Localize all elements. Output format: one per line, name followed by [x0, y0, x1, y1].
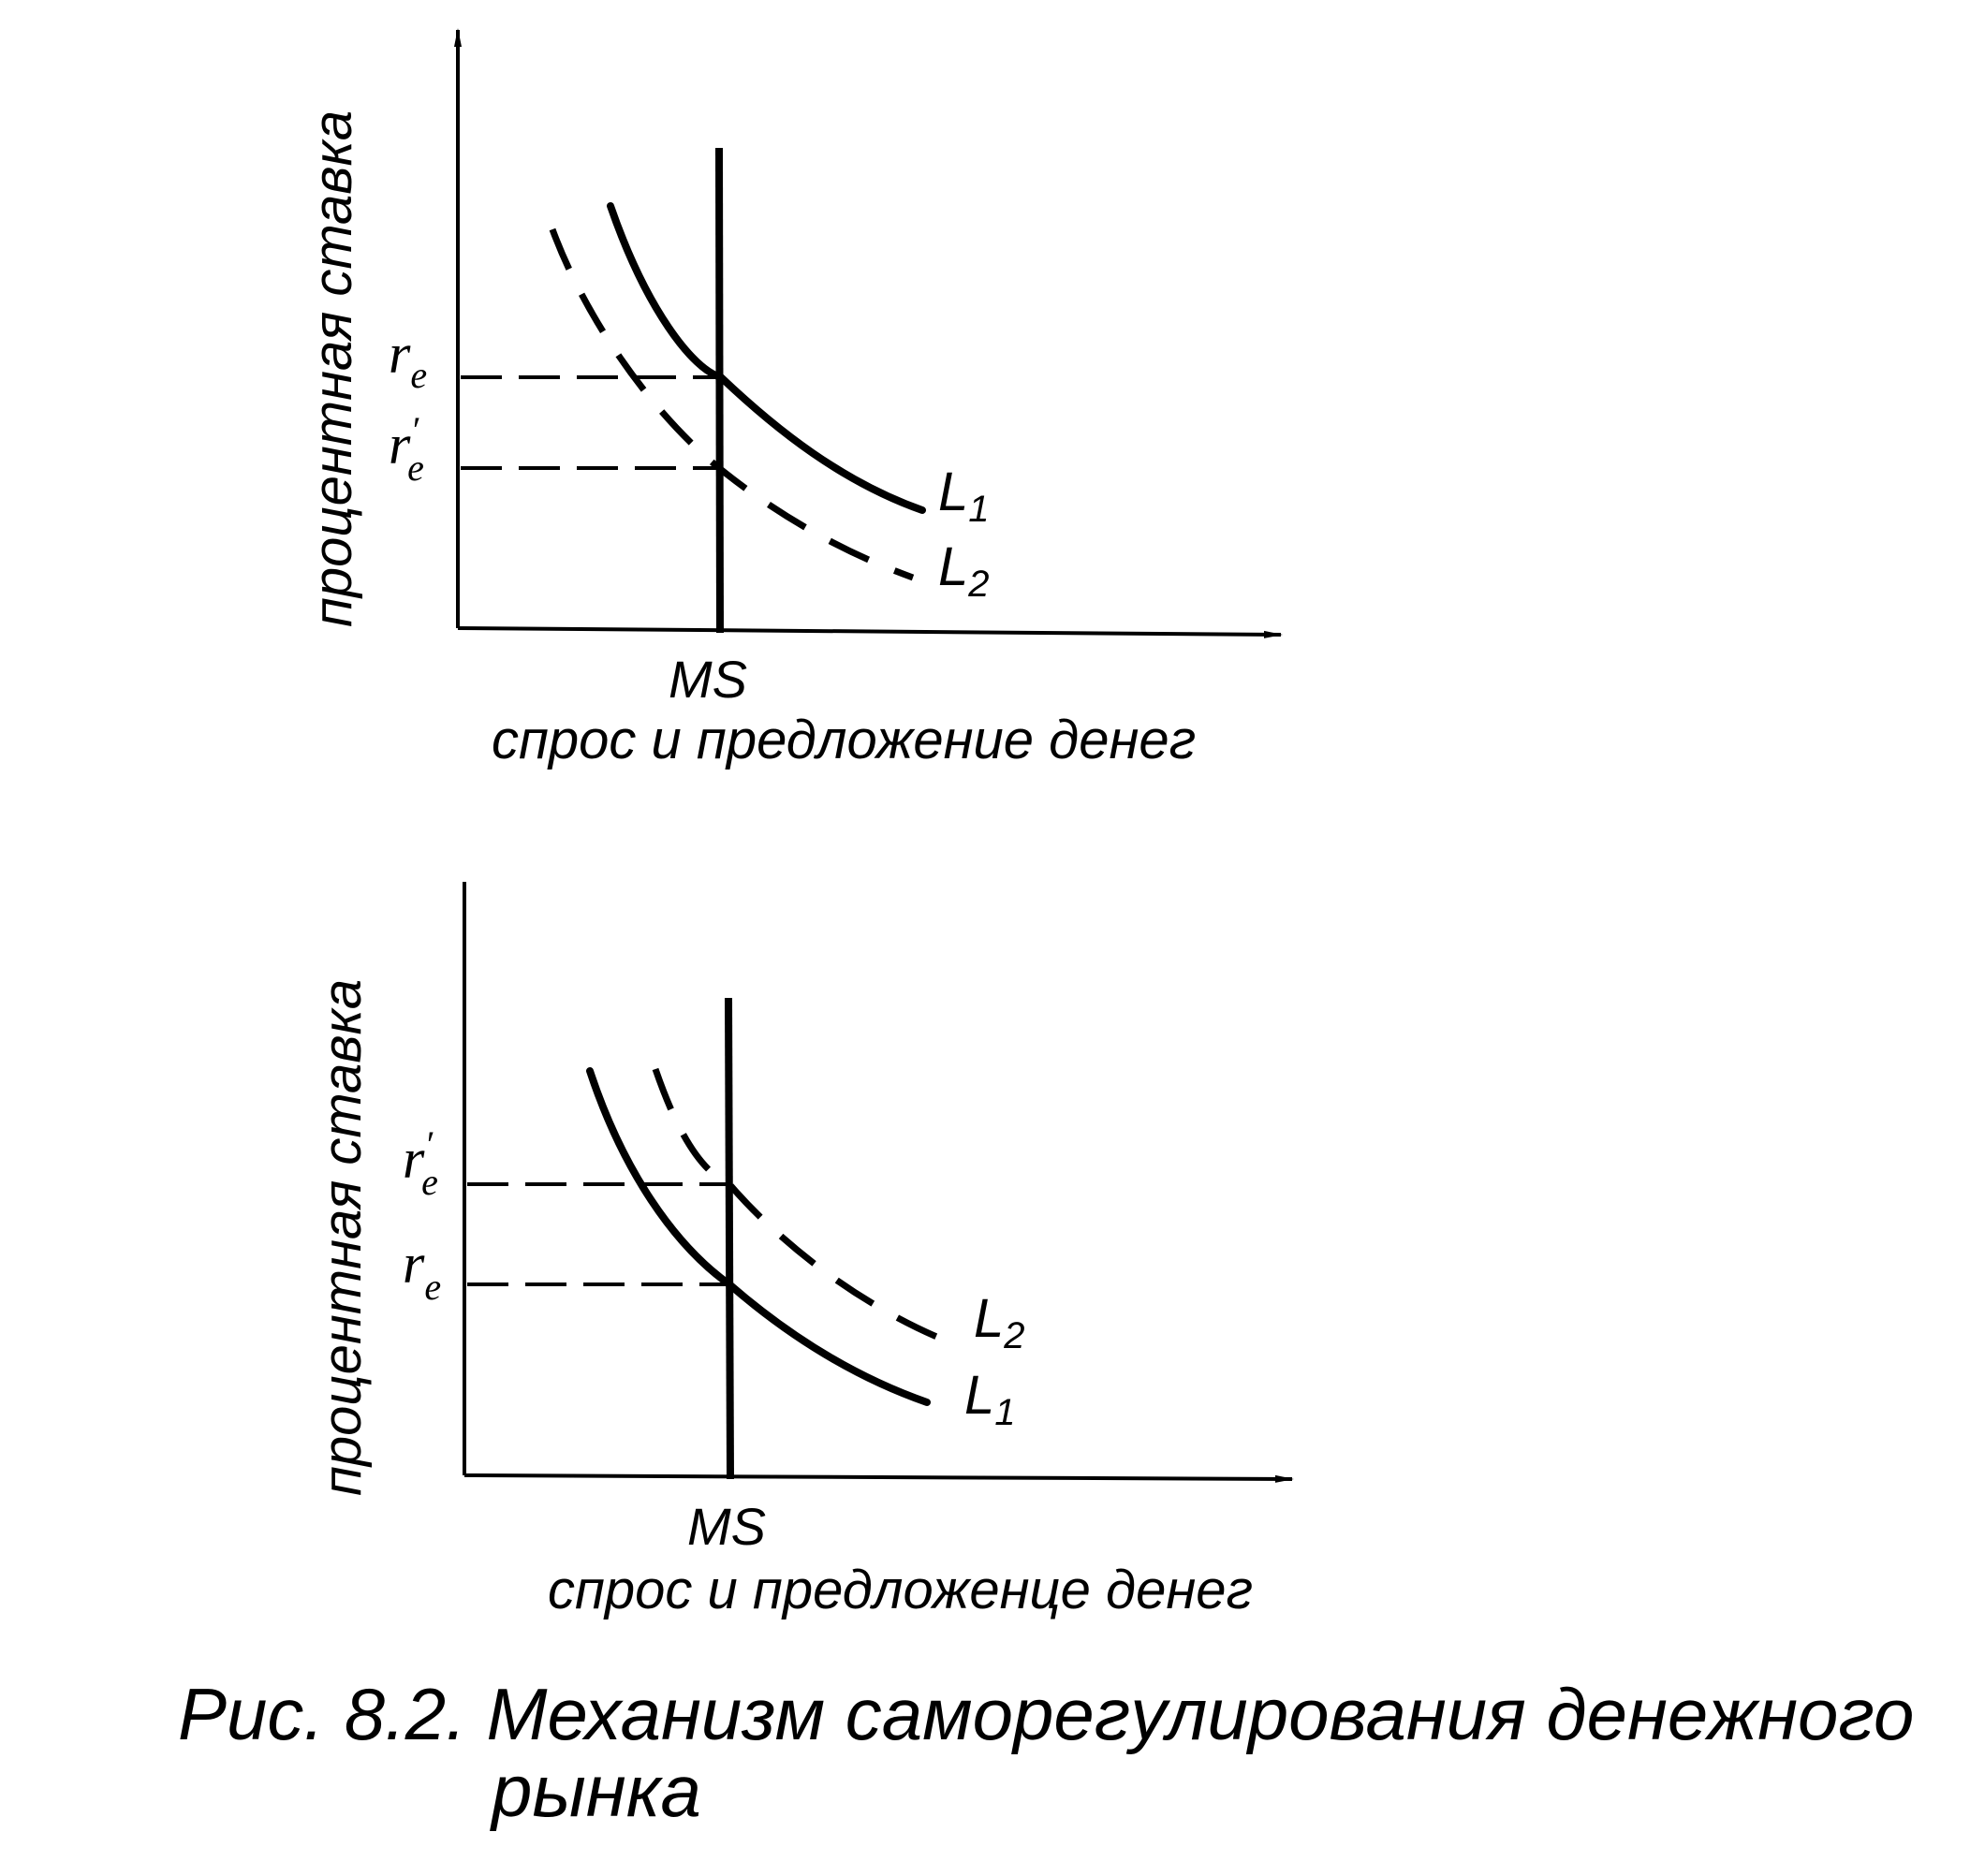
- bottom-rate-high-label: r′ e: [403, 1123, 438, 1203]
- top-y-axis-label: процентная ставка: [302, 110, 363, 627]
- top-curve-l1-label: L1: [938, 462, 990, 530]
- figure-caption-line1: Рис. 8.2. Механизм саморегулирования ден…: [178, 1673, 1914, 1755]
- figure-caption-line2: рынка: [490, 1750, 701, 1832]
- top-x-axis-label: спрос и предложение денег: [492, 710, 1196, 770]
- top-rate-high-label: re: [389, 323, 427, 396]
- bottom-ms-line: [725, 997, 734, 1480]
- bottom-y-axis-label: процентная ставка: [312, 979, 373, 1496]
- bottom-demand-curve-l1: [586, 1067, 931, 1406]
- top-demand-curve-l2: [549, 227, 915, 581]
- bottom-curve-l1-label: L1: [964, 1365, 1016, 1433]
- bottom-panel: r′ e re L2 L1 MS спрос и предложенце дене…: [312, 882, 1294, 1620]
- top-x-axis: [457, 626, 1283, 638]
- bottom-x-axis: [463, 1473, 1294, 1483]
- bottom-curve-l2-label: L2: [974, 1288, 1025, 1356]
- top-demand-curve-l1: [607, 202, 926, 514]
- top-panel: re r′ e L1 L2 MS спрос и предложение дене…: [302, 28, 1283, 770]
- top-ms-line: [715, 147, 724, 634]
- bottom-demand-curve-l2: [652, 1067, 948, 1344]
- top-rate-low-label: r′ e: [389, 409, 424, 489]
- bottom-rate-low-label: re: [403, 1233, 441, 1308]
- top-curve-l2-label: L2: [938, 536, 990, 605]
- bottom-x-axis-label: спрос и предложенце денег: [548, 1560, 1253, 1620]
- top-ms-label: MS: [669, 650, 747, 709]
- bottom-ms-label: MS: [687, 1497, 766, 1556]
